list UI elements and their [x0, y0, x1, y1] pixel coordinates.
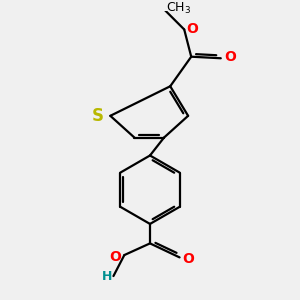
Text: O: O — [186, 22, 198, 36]
Text: O: O — [224, 50, 236, 64]
Text: O: O — [183, 252, 194, 266]
Text: S: S — [92, 107, 104, 125]
Text: CH$_3$: CH$_3$ — [166, 1, 191, 16]
Text: H: H — [101, 270, 112, 283]
Text: O: O — [109, 250, 121, 264]
